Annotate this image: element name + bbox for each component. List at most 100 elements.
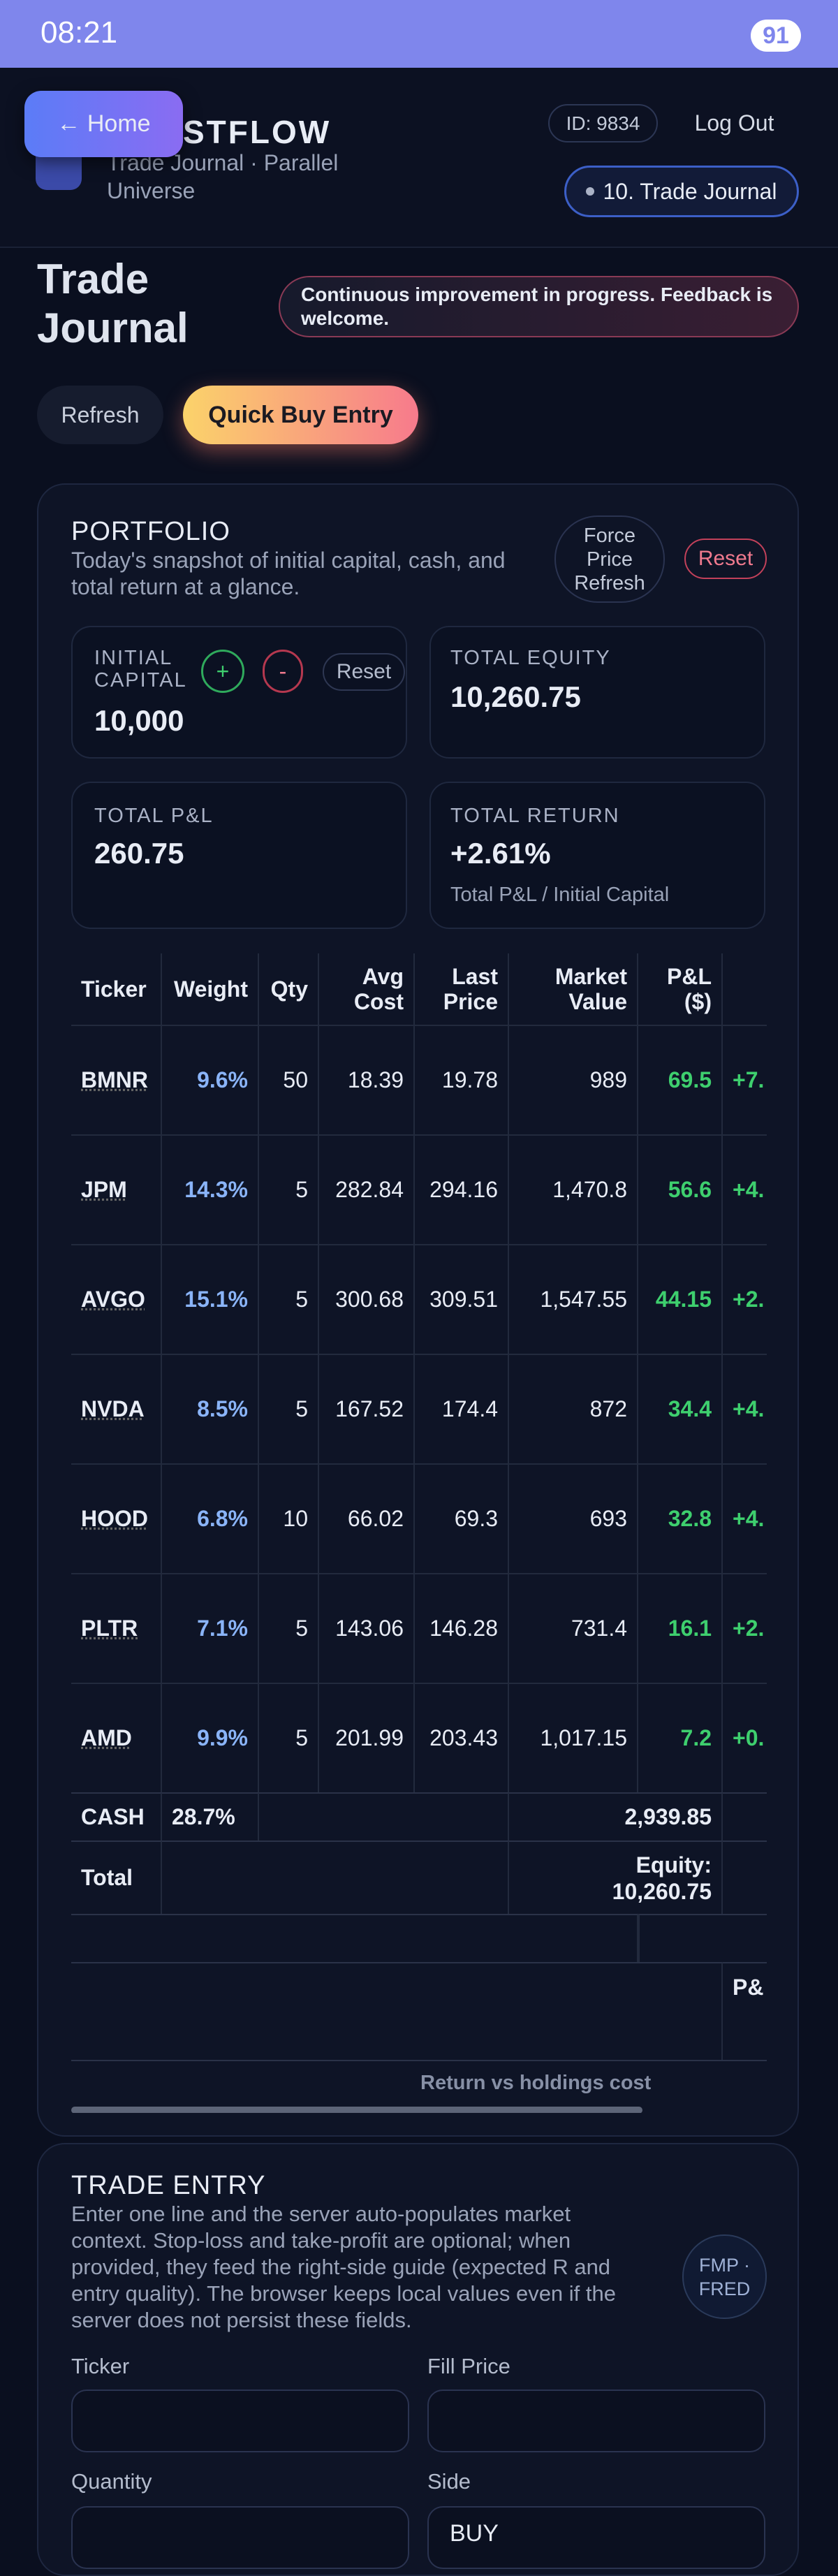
table-caption: Return vs holdings cost <box>420 2071 652 2094</box>
table-cell: 309.51 <box>415 1244 509 1354</box>
table-cell: AMD <box>71 1683 162 1792</box>
table-cell: 167.52 <box>319 1354 415 1463</box>
clock: 08:21 <box>41 15 118 50</box>
table-cell: 9.9% <box>162 1683 259 1792</box>
portfolio-card <box>37 483 799 2137</box>
table-cell <box>162 1840 509 1914</box>
table-cell: 34.4 <box>638 1354 723 1463</box>
table-cell: 5 <box>259 1683 319 1792</box>
quantity-input[interactable] <box>71 2506 409 2569</box>
decrease-button[interactable]: - <box>263 650 303 693</box>
table-cell: +2. <box>723 1244 767 1354</box>
table-cell: 5 <box>259 1134 319 1244</box>
table-cell: 69.3 <box>415 1463 509 1573</box>
source-badge: FMP · FRED <box>682 2234 767 2319</box>
table-cell: JPM <box>71 1134 162 1244</box>
stat-value: 10,000 <box>94 704 184 737</box>
table-cell: P& <box>638 1914 767 1962</box>
table-header <box>723 953 767 1025</box>
ticker-input[interactable] <box>71 2390 409 2452</box>
table-cell <box>723 1840 767 1914</box>
table-cell: 7.2 <box>638 1683 723 1792</box>
capital-reset-button[interactable]: Reset <box>323 653 405 691</box>
logout-button[interactable]: Log Out <box>694 110 774 136</box>
total-pnl-card <box>71 782 407 929</box>
table-cell <box>71 2060 767 2061</box>
table-cell: 16.1 <box>638 1573 723 1683</box>
table-cell: 9.6% <box>162 1025 259 1134</box>
table-cell: 15.1% <box>162 1244 259 1354</box>
increase-button[interactable]: + <box>201 650 244 693</box>
table-cell: P& <box>723 1962 767 2060</box>
journal-button[interactable]: 10. Trade Journal <box>564 166 799 217</box>
journal-label: 10. Trade Journal <box>603 178 777 204</box>
table-header: P&L ($) <box>638 953 723 1025</box>
table-cell: HOOD <box>71 1463 162 1573</box>
table-cell: 989 <box>509 1025 638 1134</box>
notice-banner: Continuous improvement in progress. Feed… <box>279 276 799 337</box>
table-cell: 66.02 <box>319 1463 415 1573</box>
table-cell: 10 <box>259 1463 319 1573</box>
field-label: Side <box>427 2469 471 2494</box>
table-cell: 2,939.85 <box>509 1792 723 1840</box>
total-return-card <box>429 782 765 929</box>
table-cell: +4. <box>723 1354 767 1463</box>
reset-button[interactable]: Reset <box>684 539 767 579</box>
table-cell: 1,017.15 <box>509 1683 638 1792</box>
table-cell: +4. <box>723 1134 767 1244</box>
stat-value: 260.75 <box>94 837 184 870</box>
table-cell: CASH <box>71 1792 162 1840</box>
user-id: ID: 9834 <box>548 104 658 142</box>
table-cell: 18.39 <box>319 1025 415 1134</box>
table-cell: 294.16 <box>415 1134 509 1244</box>
table-cell: 28.7% <box>162 1792 259 1840</box>
field-label: Quantity <box>71 2469 152 2494</box>
table-header: Weight <box>162 953 259 1025</box>
table-cell: +0. <box>723 1683 767 1792</box>
refresh-button[interactable]: Refresh <box>37 386 163 444</box>
table-cell: 872 <box>509 1354 638 1463</box>
table-cell: 201.99 <box>319 1683 415 1792</box>
table-cell: 174.4 <box>415 1354 509 1463</box>
table-cell: 693 <box>509 1463 638 1573</box>
stat-note: Total P&L / Initial Capital <box>450 884 670 906</box>
table-cell: 6.8% <box>162 1463 259 1573</box>
table-cell: 32.8 <box>638 1463 723 1573</box>
table-cell: 300.68 <box>319 1244 415 1354</box>
table-cell: 5 <box>259 1573 319 1683</box>
table-cell: BMNR <box>71 1025 162 1134</box>
side-select[interactable]: BUY <box>427 2506 765 2569</box>
table-cell: 1,547.55 <box>509 1244 638 1354</box>
table-cell: 143.06 <box>319 1573 415 1683</box>
table-cell: Equity: 10,260.75 <box>509 1840 723 1914</box>
stat-label: TOTAL EQUITY <box>450 647 611 669</box>
trade-entry-card <box>37 2143 799 2576</box>
brand: STFLOW <box>183 114 332 150</box>
table-cell: 731.4 <box>509 1573 638 1683</box>
home-button[interactable]: ← Home <box>24 91 183 157</box>
table-cell: 56.6 <box>638 1134 723 1244</box>
scrollbar <box>71 2107 642 2113</box>
table-cell <box>723 1792 767 1840</box>
table-cell: 1,470.8 <box>509 1134 638 1244</box>
brand-subtitle: Trade Journal · Parallel Universe <box>107 150 339 203</box>
table-header: Ticker <box>71 953 162 1025</box>
force-refresh-button[interactable]: Force Price Refresh <box>554 515 665 603</box>
initial-capital-card <box>71 626 407 759</box>
table-cell: 7.1% <box>162 1573 259 1683</box>
quick-buy-button[interactable]: Quick Buy Entry <box>183 386 418 444</box>
table-cell: PLTR <box>71 1573 162 1683</box>
portfolio-title: PORTFOLIO <box>71 517 230 546</box>
table-cell: +4. <box>723 1463 767 1573</box>
table-cell: 44.15 <box>638 1244 723 1354</box>
table-cell: 5 <box>259 1354 319 1463</box>
fill-price-input[interactable] <box>427 2390 765 2452</box>
dot <box>586 187 595 196</box>
total-equity-card <box>429 626 765 759</box>
holdings-table: Ticker Weight Qty Avg Cost Last Price Market … <box>71 953 767 2113</box>
portfolio-description: Today's snapshot of initial capital, cas… <box>71 548 506 599</box>
table-header: Qty <box>259 953 319 1025</box>
trade-entry-title: TRADE ENTRY <box>71 2171 266 2200</box>
field-label: Ticker <box>71 2354 130 2378</box>
